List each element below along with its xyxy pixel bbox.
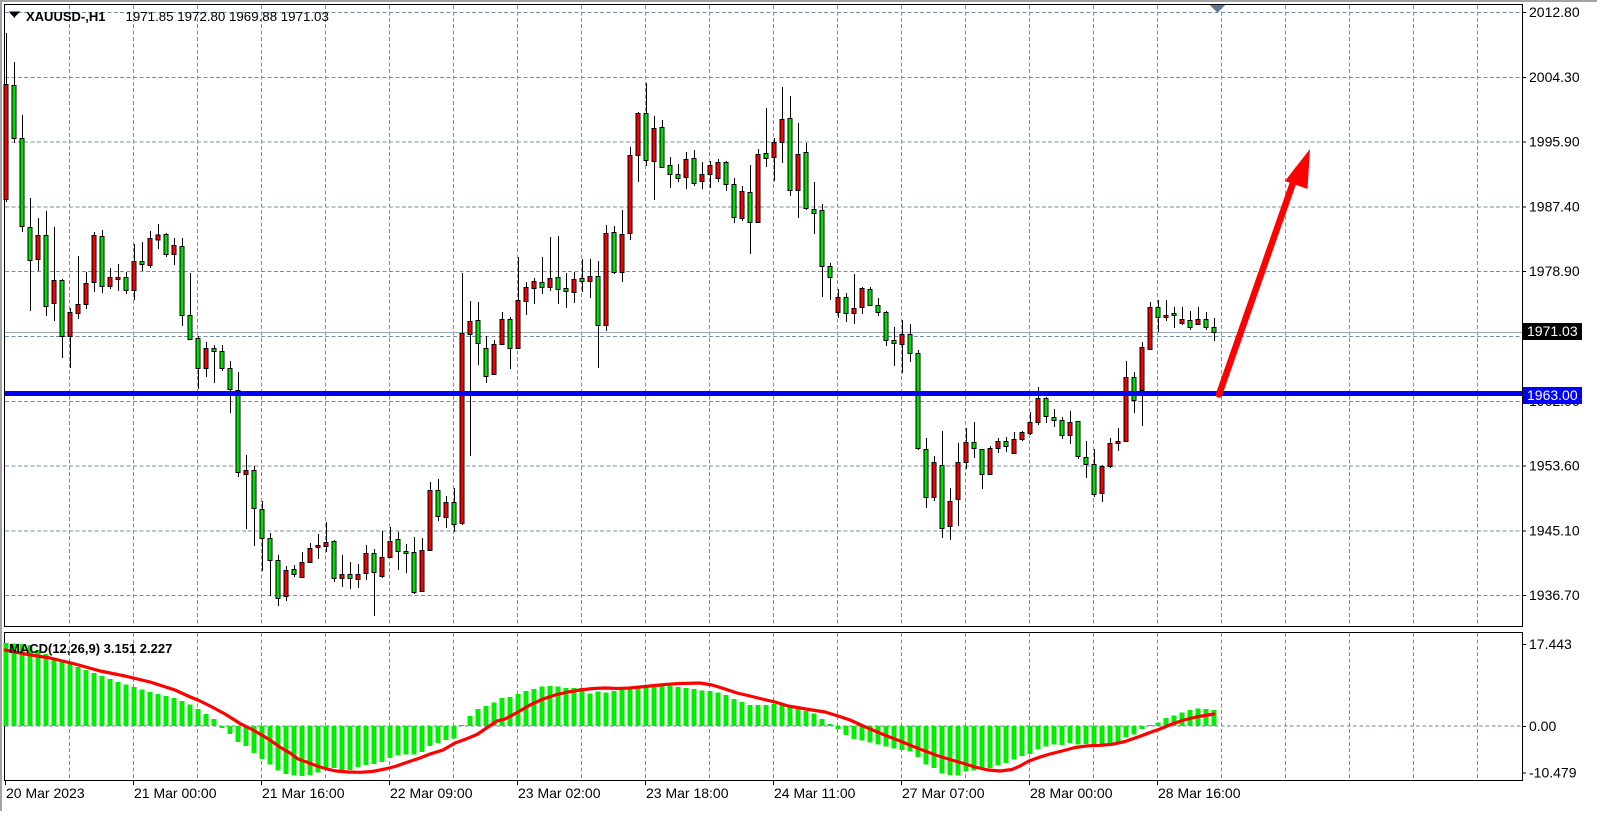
svg-text:-10.479: -10.479 <box>1529 764 1577 780</box>
svg-text:23 Mar 18:00: 23 Mar 18:00 <box>646 785 729 801</box>
svg-text:1995.90: 1995.90 <box>1529 134 1580 150</box>
svg-text:24 Mar 11:00: 24 Mar 11:00 <box>774 785 856 801</box>
svg-text:28 Mar 16:00: 28 Mar 16:00 <box>1158 785 1241 801</box>
svg-text:1963.00: 1963.00 <box>1527 387 1578 403</box>
svg-text:0.00: 0.00 <box>1529 718 1556 734</box>
svg-text:1953.60: 1953.60 <box>1529 458 1580 474</box>
svg-text:23 Mar 02:00: 23 Mar 02:00 <box>518 785 601 801</box>
svg-text:1936.70: 1936.70 <box>1529 587 1580 603</box>
svg-text:22 Mar 09:00: 22 Mar 09:00 <box>390 785 473 801</box>
svg-text:1945.10: 1945.10 <box>1529 522 1580 538</box>
svg-text:2004.30: 2004.30 <box>1529 69 1580 85</box>
svg-text:21 Mar 16:00: 21 Mar 16:00 <box>262 785 345 801</box>
svg-text:21 Mar 00:00: 21 Mar 00:00 <box>134 785 217 801</box>
svg-text:28 Mar 00:00: 28 Mar 00:00 <box>1030 785 1113 801</box>
svg-text:2012.80: 2012.80 <box>1529 4 1580 20</box>
svg-text:1978.90: 1978.90 <box>1529 263 1580 279</box>
svg-text:17.443: 17.443 <box>1529 636 1572 652</box>
svg-text:MACD(12,26,9) 3.151 2.227: MACD(12,26,9) 3.151 2.227 <box>9 641 172 656</box>
svg-text:27 Mar 07:00: 27 Mar 07:00 <box>902 785 985 801</box>
svg-text:1971.03: 1971.03 <box>1527 323 1578 339</box>
svg-text:1987.40: 1987.40 <box>1529 198 1580 214</box>
svg-text:20 Mar 2023: 20 Mar 2023 <box>6 785 85 801</box>
